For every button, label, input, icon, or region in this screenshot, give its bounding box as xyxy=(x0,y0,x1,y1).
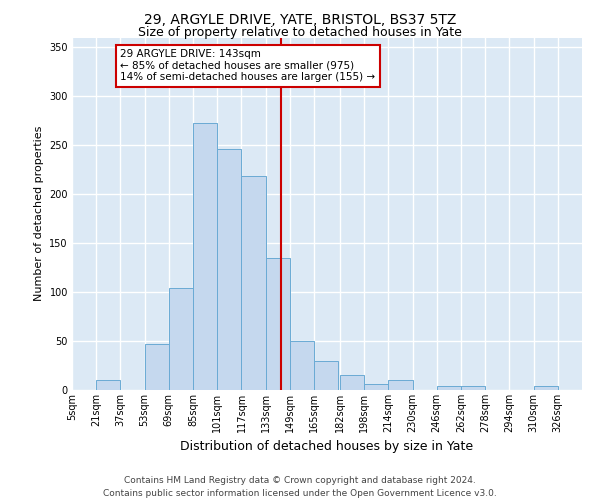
Bar xyxy=(340,376,364,390)
Text: 29 ARGYLE DRIVE: 143sqm
← 85% of detached houses are smaller (975)
14% of semi-d: 29 ARGYLE DRIVE: 143sqm ← 85% of detache… xyxy=(121,50,376,82)
Bar xyxy=(96,380,121,390)
Bar xyxy=(193,122,217,390)
Text: 29, ARGYLE DRIVE, YATE, BRISTOL, BS37 5TZ: 29, ARGYLE DRIVE, YATE, BRISTOL, BS37 5T… xyxy=(144,12,456,26)
Bar xyxy=(241,176,266,390)
Bar xyxy=(217,149,241,390)
Bar xyxy=(364,384,388,390)
Y-axis label: Number of detached properties: Number of detached properties xyxy=(34,126,44,302)
Bar xyxy=(266,258,290,390)
Text: Size of property relative to detached houses in Yate: Size of property relative to detached ho… xyxy=(138,26,462,39)
Bar xyxy=(314,360,338,390)
Text: Contains HM Land Registry data © Crown copyright and database right 2024.
Contai: Contains HM Land Registry data © Crown c… xyxy=(103,476,497,498)
Bar xyxy=(437,386,461,390)
Bar xyxy=(461,386,485,390)
Bar xyxy=(169,288,193,390)
Bar xyxy=(290,341,314,390)
X-axis label: Distribution of detached houses by size in Yate: Distribution of detached houses by size … xyxy=(181,440,473,454)
Bar xyxy=(533,386,558,390)
Bar xyxy=(388,380,413,390)
Bar xyxy=(145,344,169,390)
